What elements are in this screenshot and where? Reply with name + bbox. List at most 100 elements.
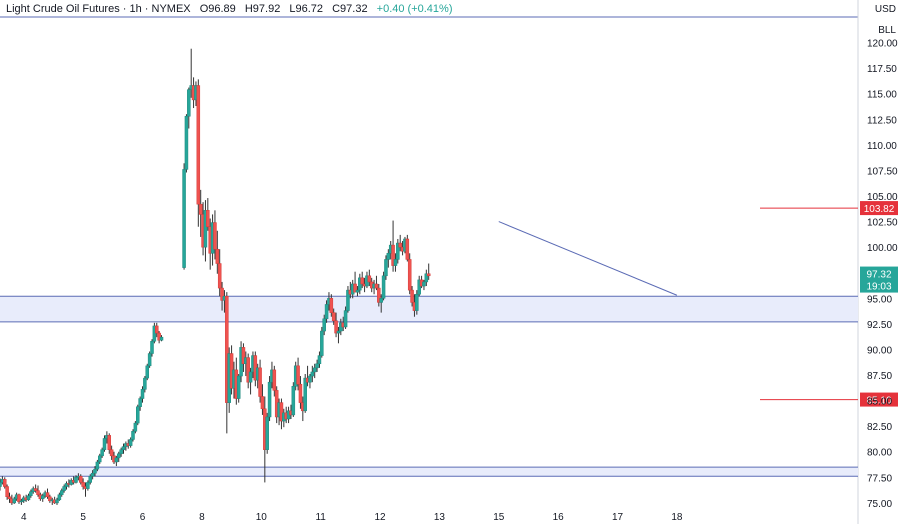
candle-body <box>138 398 142 407</box>
candle-body <box>145 365 150 379</box>
close-value: C97.32 <box>332 3 368 15</box>
candle-body <box>308 375 312 383</box>
candle-body <box>36 490 40 495</box>
candle-body <box>206 210 210 227</box>
x-tick-label: 10 <box>256 512 268 523</box>
candle-body <box>374 283 379 289</box>
candle-body <box>424 273 429 283</box>
last-price-label: 97.32 <box>866 270 891 281</box>
open-value: O96.89 <box>199 3 236 15</box>
candle-body <box>220 287 224 301</box>
candle-body <box>265 416 269 450</box>
candle-body <box>41 495 45 500</box>
candle-body <box>317 355 322 365</box>
candle-body <box>320 330 324 356</box>
candle-body <box>157 332 161 341</box>
zone-0 <box>0 296 858 322</box>
candle-body <box>217 263 222 289</box>
candle-body <box>236 375 241 399</box>
unit-label[interactable]: BLL <box>878 25 896 36</box>
candle-body <box>391 244 395 266</box>
candle-body <box>198 203 203 215</box>
candle-body <box>79 476 83 483</box>
candle-body <box>296 365 300 385</box>
high-value: H97.92 <box>244 3 281 15</box>
y-tick-label: 110.00 <box>867 141 897 152</box>
candle-body <box>7 496 12 500</box>
candle-body <box>417 279 421 295</box>
trendline <box>498 221 678 296</box>
candle-body <box>405 238 410 260</box>
candle-body <box>48 496 52 502</box>
candle-body <box>17 494 21 503</box>
candle-body <box>140 389 145 399</box>
candle-body <box>19 500 24 503</box>
y-tick-label: 87.50 <box>867 371 892 382</box>
y-tick-label: 115.00 <box>867 90 897 101</box>
candle-body <box>379 298 383 303</box>
zone-1 <box>0 467 858 477</box>
candle-body <box>396 242 400 260</box>
y-tick-label: 77.50 <box>867 473 892 484</box>
chart-header: Light Crude Oil Futures · 1h · NYMEX O96… <box>6 3 459 15</box>
candle-body <box>310 371 315 377</box>
candle-body <box>407 259 412 291</box>
candle-body <box>152 325 157 342</box>
x-tick-label: 16 <box>553 512 565 523</box>
candle-body <box>334 320 338 334</box>
candle-body <box>150 341 154 354</box>
candle-body <box>331 312 336 322</box>
level-label-1: 85.10 <box>866 396 891 407</box>
candle-body <box>386 253 391 260</box>
candle-body <box>5 486 9 497</box>
candle-body <box>196 85 201 205</box>
candle-body <box>367 275 372 283</box>
last-price-tag <box>860 266 898 293</box>
y-tick-label: 117.50 <box>867 64 897 75</box>
candle-body <box>133 422 138 432</box>
y-tick-label: 75.00 <box>867 499 892 510</box>
candle-body <box>45 492 50 497</box>
x-tick-label: 15 <box>493 512 505 523</box>
candle-body <box>343 310 348 328</box>
candle-body <box>93 468 97 474</box>
candle-body <box>360 277 364 285</box>
candle-body <box>57 494 62 501</box>
candle-body <box>377 287 381 303</box>
candle-body <box>182 169 186 268</box>
y-tick-label: 112.50 <box>867 115 897 126</box>
x-tick-label: 11 <box>315 512 326 523</box>
candle-body <box>398 242 402 248</box>
level-tag-0 <box>860 201 898 216</box>
candle-body <box>12 498 17 504</box>
candle-body <box>81 482 85 487</box>
y-tick-label: 120.00 <box>867 39 898 50</box>
candle-body <box>213 222 217 250</box>
x-tick-label: 12 <box>374 512 386 523</box>
y-tick-label: 85.00 <box>867 397 892 408</box>
candle-body <box>102 438 107 450</box>
y-tick-label: 105.00 <box>867 192 898 203</box>
candle-body <box>100 449 104 457</box>
candle-body <box>241 347 246 365</box>
candle-body <box>131 431 135 440</box>
x-tick-label: 4 <box>21 512 27 523</box>
currency-label[interactable]: USD <box>874 4 896 15</box>
candle-body <box>322 318 326 332</box>
candle-body <box>95 461 100 470</box>
candle-body <box>346 289 350 311</box>
candle-body <box>422 281 426 287</box>
candle-body <box>159 336 164 341</box>
level-label-0: 103.82 <box>864 204 895 215</box>
candle-body <box>215 248 220 264</box>
y-tick-label: 92.50 <box>867 320 892 331</box>
candle-body <box>184 115 189 170</box>
candle-body <box>114 457 119 463</box>
candle-body <box>303 377 307 412</box>
y-tick-label: 102.50 <box>867 218 898 229</box>
candle-body <box>393 259 398 266</box>
candle-body <box>267 381 272 418</box>
candle-body <box>88 476 93 483</box>
candle-body <box>260 396 265 410</box>
candle-body <box>74 477 78 483</box>
